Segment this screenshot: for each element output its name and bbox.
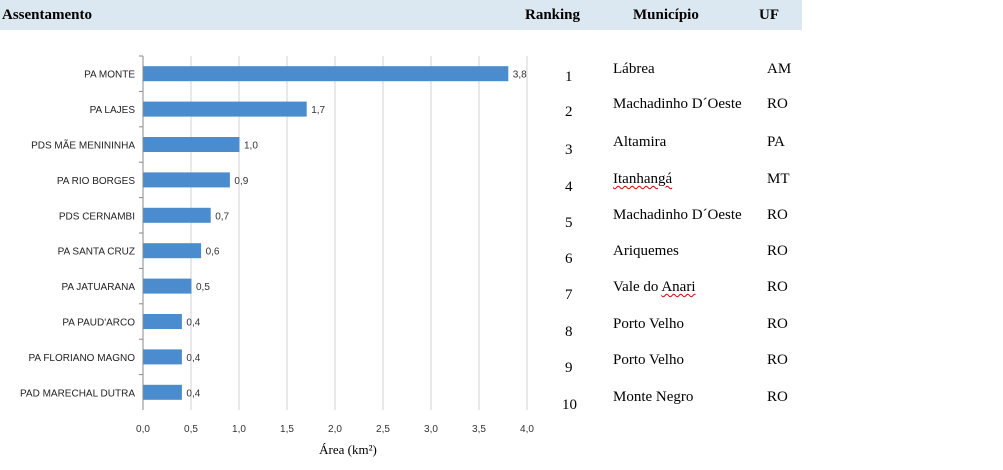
category-label: PAD MARECHAL DUTRA [20, 388, 135, 399]
category-label: PDS CERNAMBI [59, 211, 135, 222]
x-axis-label: Área (km²) [319, 442, 377, 457]
category-label: PA RIO BORGES [57, 176, 135, 187]
bar [143, 172, 230, 188]
bar [143, 314, 182, 329]
header-uf: UF [759, 7, 779, 23]
header-assentamento: Assentamento [2, 7, 92, 23]
bar [143, 207, 211, 223]
data-label: 3,8 [513, 70, 527, 81]
x-tick-label: 1,0 [232, 424, 246, 435]
uf-cell: RO [767, 352, 788, 368]
x-tick-label: 2,0 [328, 424, 342, 435]
x-tick-label: 3,0 [424, 424, 438, 435]
uf-cell: PA [767, 134, 785, 150]
x-tick-label: 3,5 [472, 424, 486, 435]
bar [143, 243, 202, 259]
rank-cell: 2 [565, 104, 573, 120]
data-label: 0,4 [186, 318, 200, 329]
x-tick-label: 4,0 [520, 424, 534, 435]
category-label: PA LAJES [90, 105, 136, 116]
data-label: 1,7 [311, 105, 325, 116]
uf-cell: MT [767, 171, 790, 187]
data-label: 1,0 [244, 141, 258, 152]
uf-cell: RO [767, 316, 788, 332]
table-header: Assentamento Ranking Município UF [0, 0, 802, 30]
municipio-cell: Itanhangá [613, 171, 673, 187]
municipio-cell: Porto Velho [613, 352, 684, 368]
category-label: PA MONTE [84, 70, 135, 81]
uf-cell: RO [767, 279, 788, 295]
x-tick-label: 2,5 [376, 424, 390, 435]
municipio-cell: Altamira [613, 134, 667, 150]
bar-chart: 0,0 0,5 1,0 1,5 2,0 2,5 3,0 3,5 4,0 PA MONTE 3,8 PA… [20, 55, 534, 457]
bar [143, 349, 182, 365]
x-tick-label: 0,0 [136, 424, 150, 435]
bar [143, 384, 182, 400]
uf-cell: RO [767, 96, 788, 112]
category-label: PA JATUARANA [61, 282, 135, 293]
municipio-cell: Vale do Anari [613, 279, 696, 295]
data-label: 0,4 [186, 353, 200, 364]
bar [143, 137, 240, 152]
uf-cell: RO [767, 389, 788, 405]
bar [143, 66, 509, 82]
x-tick-label: 1,5 [280, 424, 294, 435]
chart-bars [143, 66, 509, 400]
bar [143, 101, 307, 117]
rank-cell: 7 [565, 287, 573, 303]
rank-cell: 3 [565, 142, 573, 158]
x-tick-label: 0,5 [184, 424, 198, 435]
uf-cell: RO [767, 207, 788, 223]
data-label: 0,5 [196, 282, 210, 293]
municipio-cell: Lábrea [613, 61, 655, 77]
rank-cell: 8 [565, 324, 573, 340]
uf-cell: RO [767, 243, 788, 259]
rank-cell: 6 [565, 251, 573, 267]
rank-cell: 1 [565, 69, 573, 85]
chart-labels: 0,0 0,5 1,0 1,5 2,0 2,5 3,0 3,5 4,0 PA MONTE 3,8 PA… [20, 70, 534, 435]
category-label: PA PAUD'ARCO [62, 318, 135, 329]
data-label: 0,4 [186, 388, 200, 399]
rank-cell: 10 [562, 397, 577, 413]
rank-cell: 5 [565, 215, 573, 231]
municipio-cell: Porto Velho [613, 316, 684, 332]
rank-cell: 4 [565, 179, 573, 195]
category-label: PA FLORIANO MAGNO [29, 353, 136, 364]
category-label: PA SANTA CRUZ [58, 247, 135, 258]
data-label: 0,9 [234, 176, 248, 187]
category-label: PDS MÃE MENININHA [31, 139, 135, 152]
municipio-cell: Machadinho D´Oeste [613, 207, 742, 223]
rank-cell: 9 [565, 360, 573, 376]
data-label: 0,7 [215, 211, 229, 222]
municipio-cell: Machadinho D´Oeste [613, 96, 742, 112]
header-municipio: Município [633, 7, 699, 23]
municipio-cell: Ariquemes [613, 243, 679, 259]
data-label: 0,6 [206, 247, 220, 258]
municipio-cell: Monte Negro [613, 389, 694, 405]
uf-cell: AM [767, 61, 792, 77]
bar [143, 278, 192, 294]
header-ranking: Ranking [525, 7, 581, 23]
